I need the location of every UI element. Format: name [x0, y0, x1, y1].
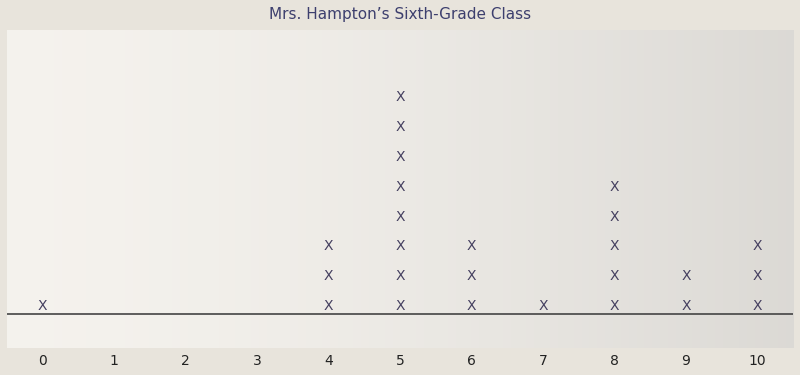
Text: X: X	[681, 299, 690, 313]
Text: X: X	[395, 210, 405, 224]
Text: X: X	[395, 90, 405, 105]
Text: X: X	[395, 180, 405, 194]
Text: X: X	[610, 269, 619, 283]
Text: X: X	[395, 120, 405, 134]
Text: X: X	[466, 239, 476, 253]
Text: X: X	[324, 299, 334, 313]
Text: X: X	[753, 239, 762, 253]
Text: X: X	[753, 299, 762, 313]
Text: X: X	[466, 269, 476, 283]
Text: X: X	[395, 239, 405, 253]
Text: X: X	[38, 299, 47, 313]
Text: X: X	[395, 269, 405, 283]
Title: Mrs. Hampton’s Sixth-Grade Class: Mrs. Hampton’s Sixth-Grade Class	[269, 7, 531, 22]
Text: X: X	[395, 299, 405, 313]
Text: X: X	[395, 150, 405, 164]
Text: X: X	[610, 299, 619, 313]
Text: X: X	[324, 239, 334, 253]
Text: X: X	[324, 269, 334, 283]
Text: X: X	[610, 239, 619, 253]
Text: X: X	[538, 299, 548, 313]
Text: X: X	[610, 210, 619, 224]
Text: X: X	[681, 269, 690, 283]
Text: X: X	[610, 180, 619, 194]
Text: X: X	[466, 299, 476, 313]
Text: X: X	[753, 269, 762, 283]
